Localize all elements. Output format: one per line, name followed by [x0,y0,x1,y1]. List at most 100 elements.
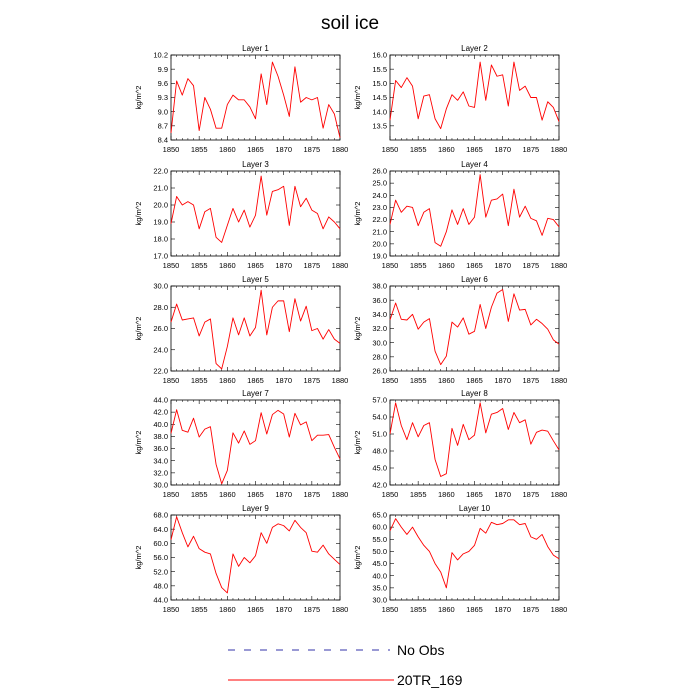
y-tick-label: 25.0 [372,179,387,188]
legend: No Obs 20TR_169 [228,642,463,688]
x-tick-label: 1860 [438,490,455,499]
y-tick-label: 44.0 [153,596,168,605]
x-tick-label: 1870 [275,490,292,499]
x-tick-label: 1875 [303,261,320,270]
y-tick-label: 20.0 [372,239,387,248]
y-tick-label: 21.0 [153,184,168,193]
x-tick-label: 1855 [191,605,208,614]
series-line-0 [389,518,560,589]
legend-label-20tr-169: 20TR_169 [397,672,463,688]
x-tick-label: 1880 [332,490,349,499]
y-tick-label: 55.0 [372,535,387,544]
x-tick-label: 1870 [494,490,511,499]
y-tick-label: 36.0 [372,296,387,305]
y-tick-label: 34.0 [372,310,387,319]
panel-title: Layer 6 [461,275,488,284]
x-tick-label: 1855 [191,145,208,154]
y-axis-label: kg/m^2 [353,202,362,226]
x-tick-label: 1860 [438,145,455,154]
y-tick-label: 9.6 [158,79,168,88]
x-tick-label: 1865 [247,490,264,499]
x-tick-label: 1850 [382,605,399,614]
y-axis-label: kg/m^2 [353,86,362,110]
y-tick-label: 42.0 [372,481,387,490]
legend-label-no-obs: No Obs [397,642,444,658]
y-tick-label: 24.0 [153,345,168,354]
series-line-0 [170,516,341,594]
series-line-0 [170,289,341,370]
x-tick-label: 1850 [163,605,180,614]
y-tick-label: 30.0 [372,338,387,347]
y-tick-label: 26.0 [153,324,168,333]
y-axis-label: kg/m^2 [134,86,143,110]
x-tick-label: 1855 [410,261,427,270]
y-tick-label: 21.0 [372,227,387,236]
x-tick-label: 1855 [410,490,427,499]
y-tick-label: 18.0 [153,235,168,244]
x-tick-label: 1880 [332,376,349,385]
panel-title: Layer 1 [242,44,269,53]
x-tick-label: 1855 [191,261,208,270]
panel-title: Layer 7 [242,389,269,398]
y-tick-label: 52.0 [153,567,168,576]
y-tick-label: 19.0 [372,252,387,261]
y-tick-label: 60.0 [372,523,387,532]
x-tick-label: 1865 [466,145,483,154]
y-tick-label: 15.5 [372,65,387,74]
panel-layer-4: Layer 4 1850 1855 1860 1865 1870 1875 1880 19.0 2… [353,160,567,270]
x-tick-label: 1850 [382,490,399,499]
x-tick-label: 1865 [466,376,483,385]
x-tick-label: 1860 [219,376,236,385]
y-tick-label: 51.0 [372,430,387,439]
x-tick-label: 1875 [522,605,539,614]
y-tick-label: 23.0 [372,203,387,212]
y-tick-label: 26.0 [372,167,387,176]
y-tick-label: 30.0 [372,596,387,605]
y-tick-label: 42.0 [153,408,168,417]
panel-layer-5: Layer 5 1850 1855 1860 1865 1870 1875 1880 22.0 2… [134,275,348,385]
x-tick-label: 1860 [438,261,455,270]
x-tick-label: 1855 [191,490,208,499]
x-tick-label: 1855 [410,376,427,385]
x-tick-label: 1875 [303,490,320,499]
x-tick-label: 1860 [219,490,236,499]
y-tick-label: 68.0 [153,511,168,520]
y-tick-label: 8.7 [158,121,168,130]
panel-layer-1: Layer 1 1850 1855 1860 1865 1870 1875 1880 8.4 8.… [134,44,348,154]
x-tick-label: 1875 [303,376,320,385]
y-tick-label: 44.0 [153,396,168,405]
y-axis-label: kg/m^2 [134,431,143,455]
x-tick-label: 1875 [522,490,539,499]
y-tick-label: 26.0 [372,367,387,376]
x-tick-label: 1870 [494,261,511,270]
y-axis-label: kg/m^2 [353,317,362,341]
y-tick-label: 64.0 [153,525,168,534]
x-tick-label: 1880 [332,261,349,270]
series-line-0 [170,409,341,485]
y-tick-label: 48.0 [372,447,387,456]
y-tick-label: 40.0 [372,571,387,580]
panel-title: Layer 9 [242,504,269,513]
panel-layer-6: Layer 6 1850 1855 1860 1865 1870 1875 1880 26.0 2… [353,275,567,385]
y-axis-label: kg/m^2 [134,546,143,570]
y-tick-label: 22.0 [153,167,168,176]
x-tick-label: 1850 [163,145,180,154]
y-axis-label: kg/m^2 [134,317,143,341]
y-tick-label: 38.0 [372,282,387,291]
panel-title: Layer 10 [459,504,491,513]
x-tick-label: 1880 [551,376,568,385]
panel-layer-2: Layer 2 1850 1855 1860 1865 1870 1875 1880 13.5 1… [353,44,567,154]
y-tick-label: 30.0 [153,282,168,291]
x-tick-label: 1880 [551,261,568,270]
x-tick-label: 1860 [219,605,236,614]
x-tick-label: 1855 [410,605,427,614]
panel-layer-8: Layer 8 1850 1855 1860 1865 1870 1875 1880 42.0 4… [353,389,567,499]
y-tick-label: 13.5 [372,121,387,130]
y-tick-label: 54.0 [372,413,387,422]
x-tick-label: 1880 [551,490,568,499]
y-axis-label: kg/m^2 [353,431,362,455]
y-tick-label: 38.0 [153,432,168,441]
series-line-0 [389,289,560,366]
